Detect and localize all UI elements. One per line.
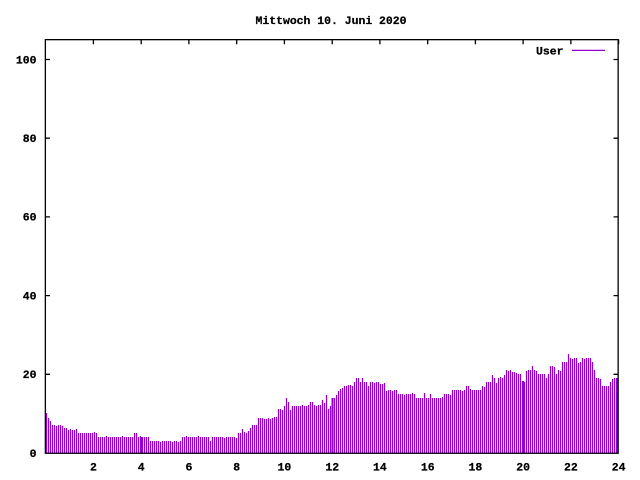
svg-text:12: 12 [325,462,339,475]
svg-text:20: 20 [23,369,37,382]
svg-text:100: 100 [16,54,37,67]
svg-text:User: User [536,45,564,58]
svg-text:4: 4 [138,462,145,475]
svg-text:Mittwoch 10. Juni 2020: Mittwoch 10. Juni 2020 [256,15,407,28]
svg-text:40: 40 [23,290,37,303]
svg-text:8: 8 [233,462,240,475]
svg-text:2: 2 [90,462,97,475]
svg-text:16: 16 [421,462,435,475]
svg-text:24: 24 [612,462,626,475]
svg-text:60: 60 [23,212,37,225]
svg-text:20: 20 [516,462,530,475]
svg-text:6: 6 [185,462,192,475]
svg-text:22: 22 [564,462,578,475]
svg-text:10: 10 [278,462,292,475]
svg-text:18: 18 [469,462,483,475]
svg-text:0: 0 [30,448,37,461]
svg-text:14: 14 [373,462,387,475]
svg-text:80: 80 [23,133,37,146]
